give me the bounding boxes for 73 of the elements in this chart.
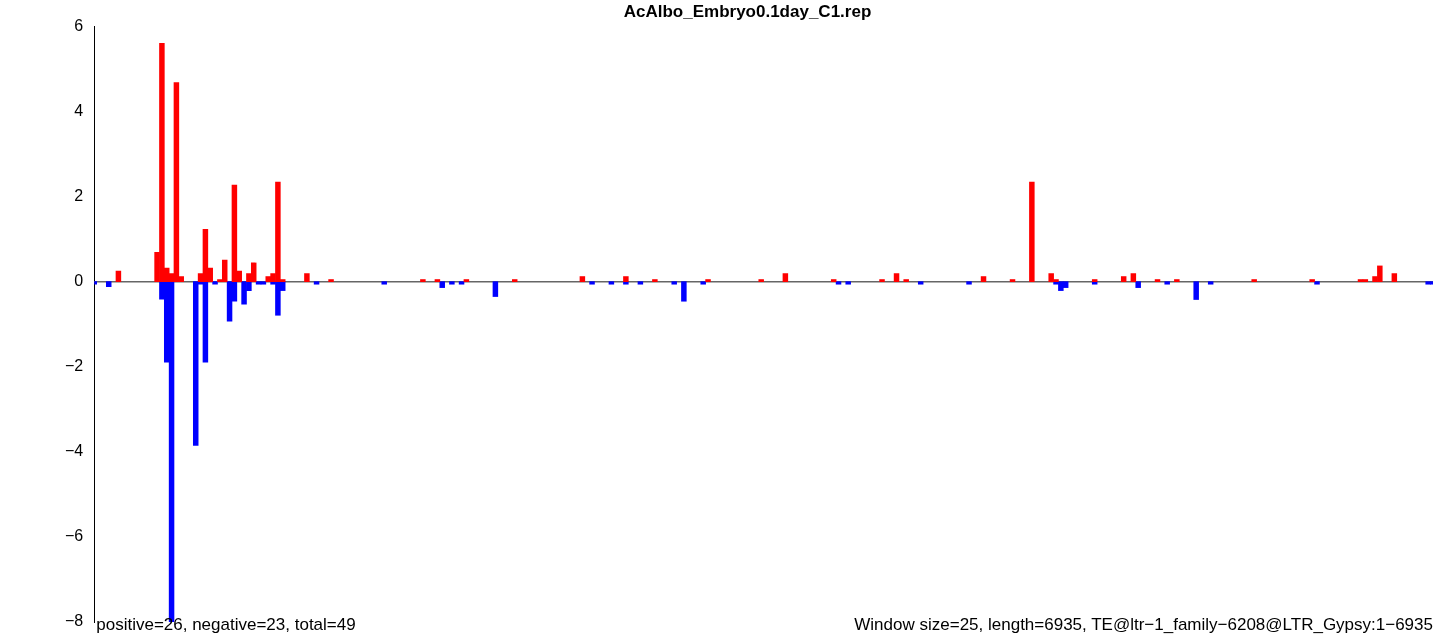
chart-title: AcAlbo_Embryo0.1day_C1.rep (623, 1, 872, 21)
y-tick-label: 6 (74, 16, 84, 34)
bar (623, 281, 629, 285)
bar (458, 281, 465, 285)
bar (434, 279, 441, 282)
bar (903, 279, 909, 282)
bar (966, 281, 972, 285)
bar (1029, 181, 1035, 282)
bar (449, 281, 455, 285)
bar (304, 273, 310, 282)
bar (1174, 279, 1180, 282)
bar (260, 281, 267, 285)
bar (463, 279, 470, 282)
bar (492, 281, 499, 297)
bar (255, 281, 262, 285)
bar (637, 281, 644, 285)
bar (589, 281, 595, 285)
bar (1062, 281, 1069, 288)
bar (1154, 279, 1161, 282)
annotation: positive=26, negative=23, total=49 (96, 615, 356, 635)
bar (1391, 273, 1398, 282)
bar (1164, 281, 1170, 285)
bar (328, 279, 334, 282)
y-tick-label: 4 (74, 101, 84, 119)
bar (265, 276, 271, 282)
bar (835, 281, 842, 285)
bar (623, 276, 629, 282)
y-tick-label: −6 (64, 527, 84, 545)
bar (212, 281, 218, 285)
bar (879, 279, 885, 282)
y-tick-label: 2 (74, 186, 84, 204)
bar (980, 276, 987, 282)
bar (671, 281, 677, 285)
bar (1309, 279, 1315, 282)
bar (830, 279, 837, 282)
bar (1362, 279, 1369, 282)
bar (917, 281, 924, 285)
bar (420, 279, 426, 282)
bar (381, 281, 387, 285)
y-tick-label: 0 (74, 272, 84, 290)
bar (511, 279, 518, 282)
bar (1207, 281, 1214, 285)
bar (782, 273, 789, 282)
bar (652, 279, 658, 282)
bar (192, 281, 199, 446)
y-tick-label: −8 (64, 612, 84, 630)
bar (439, 281, 445, 288)
annotation: Window size=25, length=6935, TE@ltr−1_family−6208@LTR_Gypsy:1−6935 (854, 615, 1433, 635)
y-tick-label: −4 (64, 442, 84, 460)
bar (758, 279, 764, 282)
bar (226, 281, 233, 322)
bar (202, 281, 209, 363)
bar (1009, 279, 1016, 282)
bar (1251, 279, 1257, 282)
bar (893, 273, 900, 282)
bar (705, 279, 711, 282)
bar (1130, 273, 1137, 282)
bar (845, 281, 851, 285)
bar (700, 281, 706, 285)
bar (1193, 281, 1199, 300)
bar (1314, 281, 1320, 285)
bar (250, 262, 257, 282)
bar (579, 276, 586, 282)
bar (1120, 276, 1127, 282)
bar (106, 281, 112, 288)
y-tick-label: −2 (64, 357, 84, 375)
bar (173, 82, 180, 282)
bar (608, 281, 615, 285)
bar (1357, 279, 1364, 282)
bar (681, 281, 687, 302)
bar (1425, 281, 1431, 285)
bar (1135, 281, 1141, 288)
bar (313, 281, 320, 285)
